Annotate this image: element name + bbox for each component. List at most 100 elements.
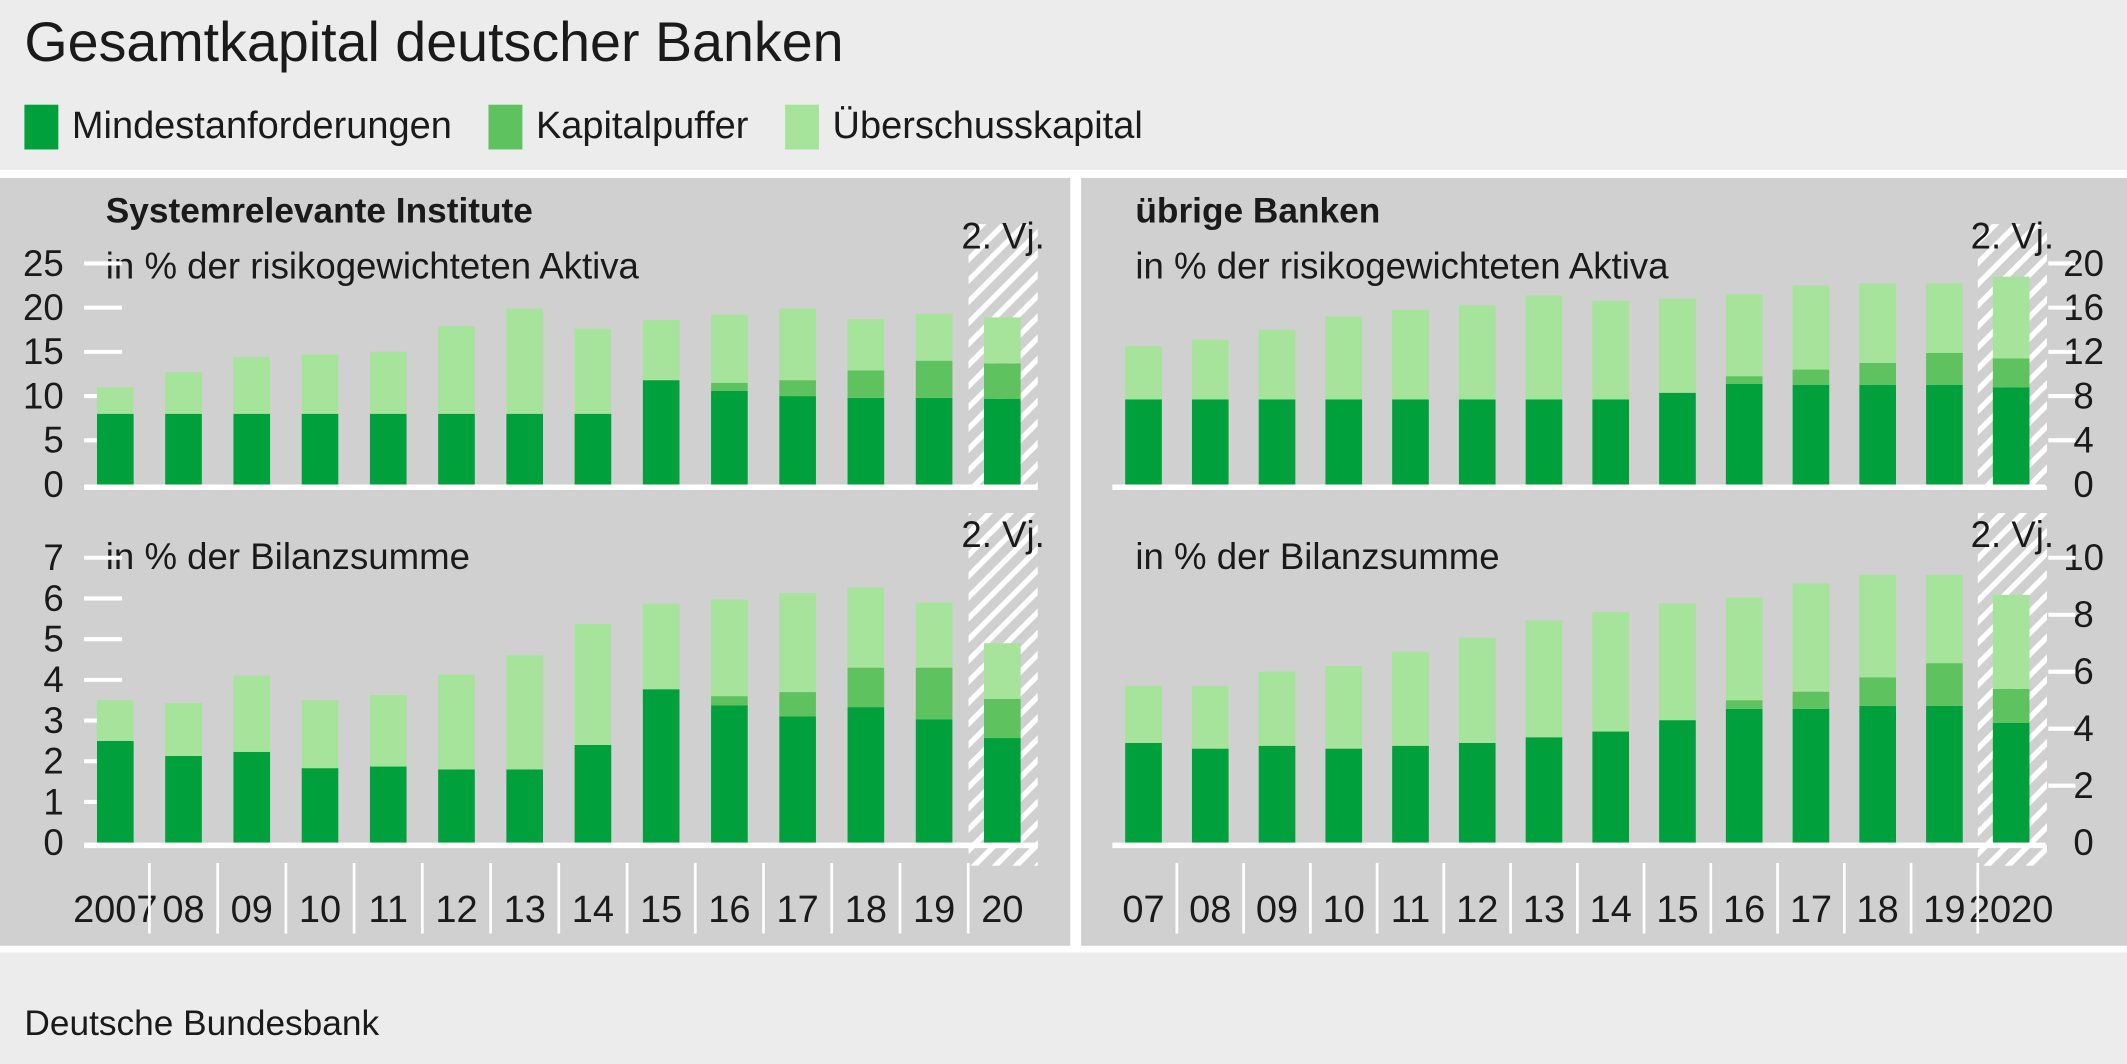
bar-segment <box>1325 748 1363 843</box>
bar-segment <box>1926 385 1963 485</box>
bar-segment <box>1859 385 1896 485</box>
bar-segment <box>1592 399 1630 485</box>
x-tick-label: 18 <box>1857 889 1899 931</box>
bar-segment <box>1992 594 2030 689</box>
bar-segment <box>1926 705 1963 843</box>
y-tick-label: 4 <box>2073 420 2093 461</box>
bar-segment <box>1125 399 1162 485</box>
bar-segment <box>1992 722 2030 843</box>
bar-segment <box>1458 305 1496 400</box>
bar-segment <box>779 380 816 397</box>
bar-segment <box>165 372 202 414</box>
x-tick-label: 08 <box>162 889 204 931</box>
bar-segment <box>1125 742 1162 843</box>
annotation: 2. Vj. <box>1971 216 2054 257</box>
x-tick-label: 16 <box>708 889 750 931</box>
x-tick-label: 12 <box>435 889 477 931</box>
bar-segment <box>1525 737 1563 843</box>
x-tick-label: 09 <box>1256 889 1298 931</box>
source: Deutsche Bundesbank <box>24 1004 379 1043</box>
y-tick-label: 0 <box>2073 822 2093 863</box>
bar-segment <box>984 317 1021 364</box>
bar-segment <box>642 603 680 690</box>
bar-segment <box>1258 745 1296 843</box>
bar-segment <box>369 351 407 414</box>
bar-segment <box>984 643 1021 699</box>
bar-segment <box>1458 399 1496 485</box>
footer-bg <box>0 952 2127 1064</box>
y-tick-label: 4 <box>2073 708 2093 749</box>
bar-segment <box>506 413 544 485</box>
y-tick-label: 0 <box>43 822 63 863</box>
bar-segment <box>1191 685 1229 749</box>
annotation: 2. Vj. <box>961 514 1044 555</box>
bar-segment <box>1525 399 1563 485</box>
x-tick-label: 10 <box>1323 889 1365 931</box>
bar-segment <box>1859 705 1896 843</box>
bar-segment <box>1125 685 1162 743</box>
bar-segment <box>779 308 816 381</box>
x-tick-label: 18 <box>845 889 887 931</box>
bar-segment <box>165 413 202 485</box>
bar-segment <box>1258 671 1296 746</box>
x-tick-label: 08 <box>1189 889 1231 931</box>
bar-segment <box>847 397 885 485</box>
x-tick-label: 17 <box>1790 889 1832 931</box>
bar-segment <box>847 667 885 708</box>
y-tick-label: 2 <box>43 741 63 782</box>
bar-segment <box>506 769 544 843</box>
bar-segment <box>1392 651 1429 746</box>
bar-segment <box>779 593 816 693</box>
bar-segment <box>1859 362 1896 386</box>
title: Gesamtkapital deutscher Banken <box>24 11 843 73</box>
y-tick-label: 6 <box>43 578 63 619</box>
bar-segment <box>1859 283 1896 363</box>
bar-segment <box>1992 387 2030 485</box>
bar-segment <box>1659 392 1696 485</box>
y-tick-label: 15 <box>23 331 64 372</box>
bar-segment <box>847 707 885 843</box>
x-tick-label: 19 <box>1923 889 1965 931</box>
bar-segment <box>1859 574 1896 678</box>
bar-segment <box>847 319 885 371</box>
bar-segment <box>1992 688 2030 723</box>
y-tick-label: 8 <box>2073 375 2093 416</box>
y-tick-label: 3 <box>43 700 63 741</box>
bar-segment <box>233 751 271 843</box>
bar-segment <box>369 766 407 843</box>
bar-segment <box>1325 666 1363 749</box>
bar-segment <box>1458 742 1496 843</box>
bar-segment <box>574 624 612 745</box>
subtitle: in % der Bilanzsumme <box>1135 536 1499 577</box>
bar-segment <box>1325 399 1363 485</box>
y-tick-label: 0 <box>43 464 63 505</box>
bar-segment <box>165 703 202 756</box>
bar-segment <box>779 716 816 843</box>
bar-segment <box>574 413 612 485</box>
bar-segment <box>915 397 953 485</box>
bar-segment <box>1992 276 2030 359</box>
x-tick-label: 15 <box>640 889 682 931</box>
bar-segment <box>1992 358 2030 388</box>
bar-segment <box>1592 731 1630 843</box>
bar-segment <box>1458 637 1496 743</box>
x-tick-label: 19 <box>913 889 955 931</box>
x-tick-label: 14 <box>1590 889 1632 931</box>
bar-segment <box>847 370 885 398</box>
x-tick-label: 16 <box>1723 889 1765 931</box>
bar-segment <box>96 740 134 843</box>
bar-segment <box>1725 383 1763 485</box>
x-tick-label: 07 <box>1122 889 1164 931</box>
y-tick-label: 7 <box>43 537 63 578</box>
bar-segment <box>1191 339 1229 400</box>
bar-segment <box>915 360 953 398</box>
bar-segment <box>1258 399 1296 485</box>
bar-segment <box>711 390 748 485</box>
x-tick-label: 13 <box>1523 889 1565 931</box>
bar-segment <box>233 357 271 414</box>
x-tick-label: 09 <box>231 889 273 931</box>
bar-segment <box>165 755 202 843</box>
bar-segment <box>847 587 885 668</box>
bar-segment <box>915 667 953 720</box>
